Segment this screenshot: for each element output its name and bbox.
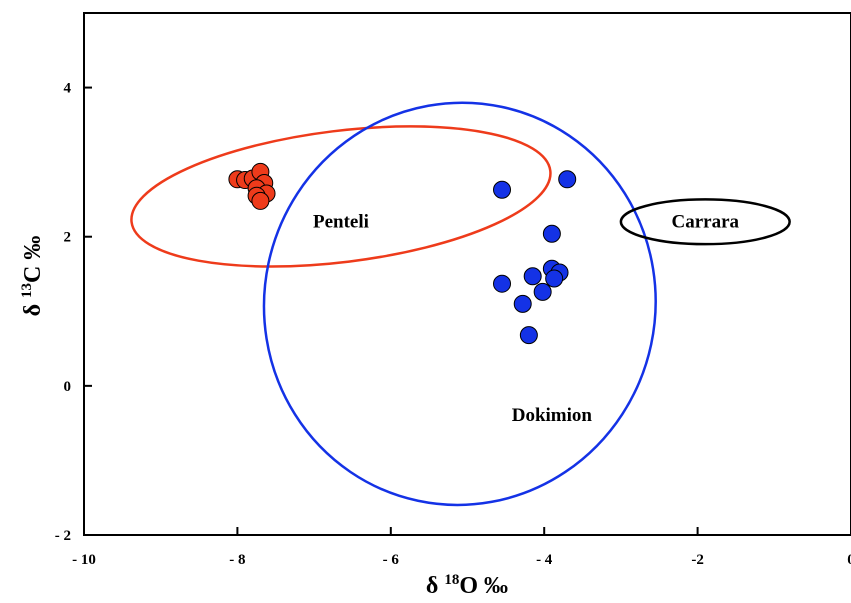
data-point (493, 180, 512, 199)
axis-ticks: - 10 - 8 - 6 - 4 -2 0 - 2 0 2 4 (55, 81, 851, 568)
y-tick-label: - 2 (55, 528, 71, 544)
data-point (533, 282, 552, 301)
data-point (493, 274, 512, 293)
y-tick-label: 2 (64, 230, 72, 246)
region-label-penteli: Penteli (313, 211, 369, 232)
data-point (558, 170, 577, 189)
region-ellipse-carrara (619, 198, 791, 246)
data-point (523, 267, 542, 286)
data-point (545, 269, 564, 288)
x-tick-label: - 6 (383, 552, 400, 568)
x-tick-label: - 8 (229, 552, 245, 568)
region-label-dokimion: Dokimion (512, 405, 593, 426)
y-tick-label: 4 (64, 81, 72, 97)
x-tick-label: -2 (691, 552, 704, 568)
region-label-carrara: Carrara (672, 211, 740, 232)
y-tick-label: 0 (64, 379, 72, 395)
data-point (519, 326, 538, 345)
x-tick-label: - 10 (72, 552, 96, 568)
x-tick-label: 0 (847, 552, 851, 568)
x-tick-label: - 4 (536, 552, 553, 568)
y-axis-title-sup: 13 (19, 283, 35, 298)
region-ellipse-penteli (130, 125, 552, 268)
y-axis-title-prefix: δ (20, 298, 46, 316)
x-axis-title-sup: 18 (444, 572, 459, 588)
data-point (542, 224, 561, 243)
region-ellipse-dokimion (262, 101, 657, 507)
region-labels: Penteli Dokimion Carrara (313, 211, 740, 426)
x-axis-title-prefix: δ (426, 573, 444, 599)
y-axis-title-suffix: C ‰ (20, 236, 46, 283)
x-axis-title-suffix: O ‰ (459, 573, 508, 599)
y-axis-title: δ 13C ‰ (19, 236, 46, 317)
data-point (513, 294, 532, 313)
plot-frame (83, 12, 851, 536)
regions (130, 101, 791, 507)
x-axis-title: δ 18O ‰ (426, 572, 508, 599)
data-point (251, 191, 270, 210)
data-points (228, 162, 577, 345)
